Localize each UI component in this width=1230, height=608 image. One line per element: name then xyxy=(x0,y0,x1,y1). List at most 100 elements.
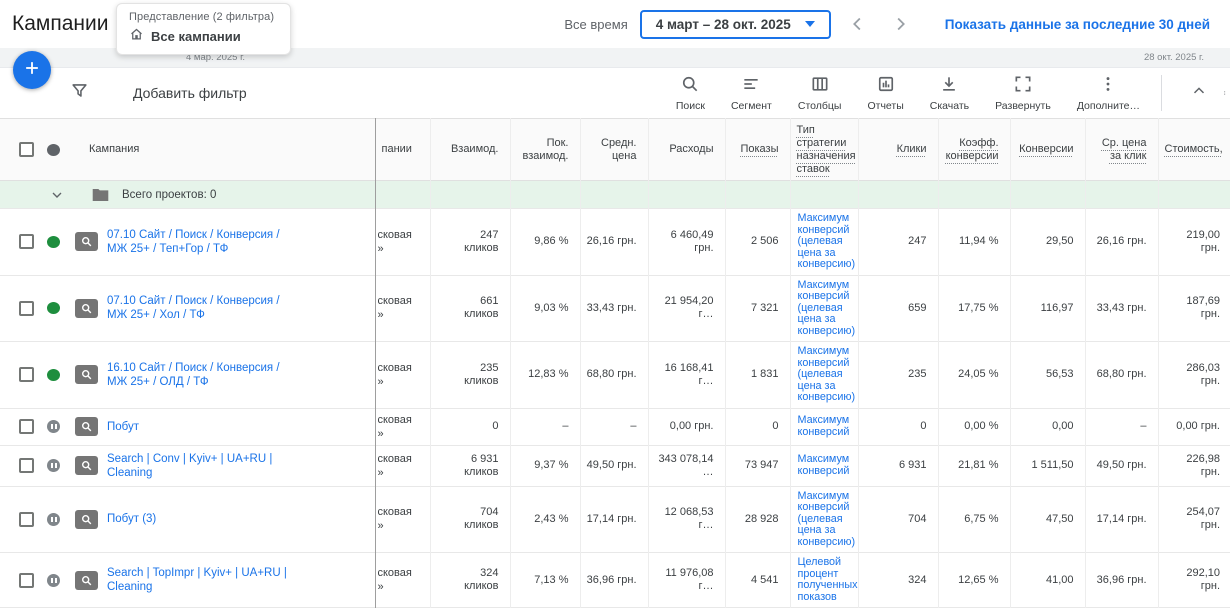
more-tool-button[interactable]: Дополните… xyxy=(1064,74,1153,112)
cell-impressions: 4 541 xyxy=(724,552,790,608)
cell-interaction-rate: – xyxy=(509,408,580,445)
campaign-cell: 07.10 Сайт / Поиск / Конверсия / МЖ 25+ … xyxy=(0,209,375,276)
cell-clicks: 324 xyxy=(857,552,938,608)
row-checkbox[interactable] xyxy=(19,572,34,588)
chevron-down-icon[interactable] xyxy=(49,187,65,203)
column-header-clicks[interactable]: Клики xyxy=(857,118,938,181)
column-header-impressions[interactable]: Показы xyxy=(724,118,790,181)
plus-icon xyxy=(22,58,42,83)
cell-conversions: 116,97 xyxy=(1009,275,1085,342)
campaign-link[interactable]: 16.10 Сайт / Поиск / Конверсия / МЖ 25+ … xyxy=(107,361,280,388)
cell-cost: 16 168,41 г… xyxy=(647,341,725,408)
row-checkbox[interactable] xyxy=(19,511,34,527)
campaign-link[interactable]: Search | TopImpr | Kyiv+ | UA+RU | Clean… xyxy=(107,567,287,593)
column-header-cpc[interactable]: Ср. цена за клик xyxy=(1084,118,1158,181)
add-filter-button[interactable]: Добавить фильтр xyxy=(70,81,247,105)
campaign-link[interactable]: 07.10 Сайт / Поиск / Конверсия / МЖ 25+ … xyxy=(107,295,280,322)
row-checkbox[interactable] xyxy=(19,234,34,250)
clipped-more-icon xyxy=(1224,83,1230,103)
cell-bid-strategy[interactable]: Максимум конверсий (целевая цена за конв… xyxy=(789,275,858,342)
cell-interactions: 0 xyxy=(429,408,510,445)
columns-tool-button[interactable]: Столбцы xyxy=(785,74,855,112)
columns-icon xyxy=(810,74,830,97)
cell-interaction-rate: 2,43 % xyxy=(509,486,580,553)
row-checkbox[interactable] xyxy=(19,300,34,316)
campaign-link[interactable]: Побут xyxy=(107,420,140,433)
collapse-table-button[interactable] xyxy=(1170,82,1224,105)
reports-tool-button[interactable]: Отчеты xyxy=(854,74,916,112)
status-icon[interactable] xyxy=(47,573,60,587)
row-checkbox[interactable] xyxy=(19,419,34,434)
expand-icon xyxy=(1013,74,1033,97)
expand-tool-button[interactable]: Развернуть xyxy=(982,74,1064,112)
column-header-value[interactable]: Стоимость, xyxy=(1157,118,1230,181)
campaign-type-partial: сковая» xyxy=(374,408,430,445)
column-header-conv-rate[interactable]: Коэфф. конверсии xyxy=(937,118,1010,181)
status-icon[interactable] xyxy=(47,302,60,315)
cell-avg-price: 33,43 грн. xyxy=(579,275,648,342)
status-icon[interactable] xyxy=(47,368,60,381)
campaign-type-partial: сковая» xyxy=(374,275,430,342)
cell-bid-strategy[interactable]: Максимум конверсий (целевая цена за конв… xyxy=(789,486,858,553)
search-tool-button[interactable]: Поиск xyxy=(663,74,718,112)
prev-period-button[interactable] xyxy=(843,13,873,35)
select-all-checkbox[interactable] xyxy=(19,142,34,157)
campaign-type-partial: сковая» xyxy=(374,486,430,553)
cell-interaction-rate: 9,03 % xyxy=(509,275,580,342)
view-popup: Представление (2 фильтра) Все кампании xyxy=(116,3,292,55)
cell-interaction-rate: 7,13 % xyxy=(509,552,580,608)
cell-value: 292,10 грн. xyxy=(1157,552,1230,608)
cell-cpc: – xyxy=(1084,408,1158,445)
total-projects-row: Всего проектов: 0 xyxy=(0,180,1230,209)
cell-cpc: 49,50 грн. xyxy=(1084,445,1158,486)
status-icon[interactable] xyxy=(47,235,60,248)
cell-avg-price: 17,14 грн. xyxy=(579,486,648,553)
campaign-cell: 16.10 Сайт / Поиск / Конверсия / МЖ 25+ … xyxy=(0,342,375,409)
campaign-link[interactable]: 07.10 Сайт / Поиск / Конверсия / МЖ 25+ … xyxy=(107,228,280,255)
campaign-type-partial: сковая» xyxy=(374,445,430,486)
cell-interactions: 235 кликов xyxy=(429,341,510,408)
cell-bid-strategy[interactable]: Максимум конверсий xyxy=(789,408,858,445)
cell-conversions: 29,50 xyxy=(1009,208,1085,275)
view-popup-item[interactable]: Все кампании xyxy=(129,27,274,45)
cell-avg-price: 36,96 грн. xyxy=(579,552,648,608)
status-icon[interactable] xyxy=(47,459,60,472)
campaign-type-partial: сковая» xyxy=(374,208,430,275)
cell-interactions: 324 кликов xyxy=(429,552,510,608)
segment-tool-button[interactable]: Сегмент xyxy=(718,74,785,112)
cell-bid-strategy[interactable]: Максимум конверсий (целевая цена за конв… xyxy=(789,208,858,275)
cell-bid-strategy[interactable]: Максимум конверсий (целевая цена за конв… xyxy=(789,341,858,408)
cell-impressions: 0 xyxy=(724,408,790,445)
cell-avg-price: 49,50 грн. xyxy=(579,445,648,486)
page-title: Кампании xyxy=(12,12,109,35)
date-range-picker[interactable]: 4 март – 28 окт. 2025 xyxy=(639,9,831,39)
search-campaign-icon xyxy=(75,417,98,436)
campaign-link[interactable]: Search | Conv | Kyiv+ | UA+RU | Cleaning xyxy=(107,452,273,479)
row-checkbox[interactable] xyxy=(19,458,34,473)
status-icon[interactable] xyxy=(47,420,60,433)
folder-icon xyxy=(92,188,109,202)
column-header-conversions[interactable]: Конверсии xyxy=(1009,118,1085,181)
download-tool-button[interactable]: Скачать xyxy=(917,74,982,112)
cell-interactions: 661 кликов xyxy=(429,275,510,342)
cell-clicks: 659 xyxy=(857,275,938,342)
campaign-link[interactable]: Побут (3) xyxy=(107,513,157,526)
cell-bid-strategy[interactable]: Целевой процент полученных показов xyxy=(789,552,858,608)
cell-value: 187,69 грн. xyxy=(1157,275,1230,342)
table-row: Search | TopImpr | Kyiv+ | UA+RU | Clean… xyxy=(0,552,1230,608)
campaign-cell: 07.10 Сайт / Поиск / Конверсия / МЖ 25+ … xyxy=(0,275,375,342)
status-icon[interactable] xyxy=(47,512,60,526)
campaign-cell: Побут (3) xyxy=(0,486,375,553)
table-row: Побут сковая» 0 – – 0,00 грн. 0 Максимум… xyxy=(0,408,1230,445)
campaign-type-partial: сковая» xyxy=(374,552,430,608)
cell-bid-strategy[interactable]: Максимум конверсий xyxy=(789,445,858,486)
column-header-bid-strategy[interactable]: Тип стратегии назначения ставок xyxy=(789,118,858,181)
add-campaign-button[interactable] xyxy=(13,51,51,89)
row-checkbox[interactable] xyxy=(19,367,34,383)
cell-conv-rate: 24,05 % xyxy=(937,341,1010,408)
cell-impressions: 28 928 xyxy=(724,486,790,553)
cell-cost: 21 954,20 г… xyxy=(647,275,725,342)
cell-impressions: 2 506 xyxy=(724,208,790,275)
next-period-button[interactable] xyxy=(885,13,915,35)
show-last-30-days-link[interactable]: Показать данные за последние 30 дней xyxy=(944,16,1210,32)
